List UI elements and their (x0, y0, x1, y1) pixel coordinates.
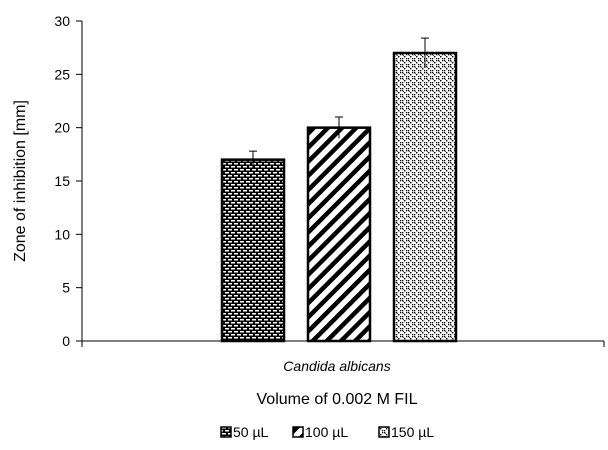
bar-3 (392, 51, 458, 343)
y-tick-label: 15 (54, 173, 70, 189)
bars (220, 51, 458, 343)
y-axis: 0 5 10 15 20 25 30 (54, 13, 83, 349)
legend: 50 µL 100 µL 150 µL (220, 424, 434, 440)
legend-label-2: 100 µL (305, 424, 348, 440)
legend-label-1: 50 µL (233, 424, 269, 440)
legend-swatch-2 (292, 426, 304, 438)
y-tick-label: 25 (54, 66, 70, 82)
y-tick-label: 0 (62, 333, 70, 349)
y-tick-label: 10 (54, 226, 70, 242)
category-label: Candida albicans (283, 358, 390, 374)
legend-label-3: 150 µL (391, 424, 434, 440)
bar-2 (306, 126, 372, 343)
legend-swatch-1 (220, 426, 232, 438)
bar-1 (220, 158, 286, 343)
legend-swatch-3 (378, 426, 390, 438)
x-axis-title: Volume of 0.002 M FIL (257, 391, 418, 408)
y-tick-label: 5 (62, 280, 70, 296)
y-tick-label: 20 (54, 120, 70, 136)
y-axis-title: Zone of inhibition [mm] (12, 100, 29, 262)
y-tick-label: 30 (54, 13, 70, 29)
error-bars (249, 37, 429, 169)
